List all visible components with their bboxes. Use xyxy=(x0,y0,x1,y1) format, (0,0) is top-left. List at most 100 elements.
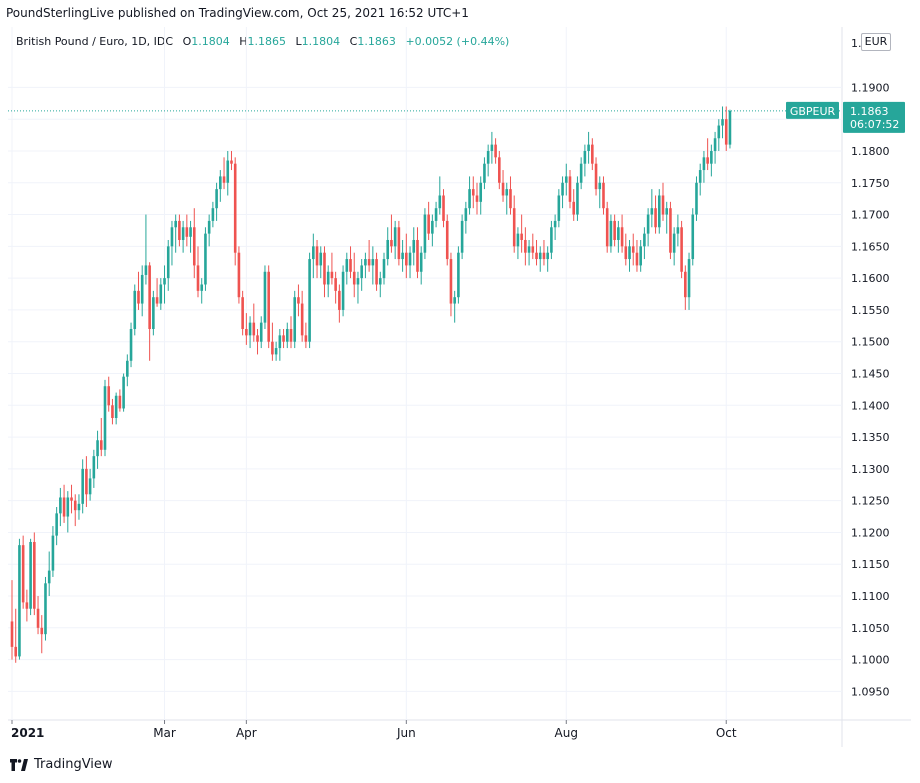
candle-body xyxy=(524,239,527,253)
y-tick-label: 1.1800 xyxy=(851,145,890,158)
candle-body xyxy=(330,271,334,279)
candle-body xyxy=(390,239,393,247)
candle-body xyxy=(338,290,341,310)
candle-body xyxy=(170,227,174,247)
candle-body xyxy=(319,252,323,266)
currency-unit-button[interactable]: EUR xyxy=(861,33,891,51)
candle-body xyxy=(579,163,583,183)
candle-body xyxy=(126,360,129,377)
candle-body xyxy=(140,274,144,304)
candle-body xyxy=(181,227,185,240)
candle-body xyxy=(334,278,337,291)
candle-body xyxy=(401,252,404,260)
candle-body xyxy=(382,259,386,279)
candle-body xyxy=(44,583,47,635)
candle-body xyxy=(77,503,81,511)
tradingview-footer[interactable]: TradingView xyxy=(10,757,113,772)
candle-body xyxy=(617,227,620,240)
bar-countdown: 06:07:52 xyxy=(850,118,899,131)
candle-body xyxy=(587,144,590,151)
candle-body xyxy=(576,182,579,215)
candle-body xyxy=(189,227,192,237)
high-value: 1.1865 xyxy=(247,35,287,48)
candle-body xyxy=(535,252,538,260)
candle-body xyxy=(215,189,218,209)
y-tick-label: 1.1000 xyxy=(851,654,890,667)
candle-body xyxy=(710,150,713,164)
candle-body xyxy=(252,322,256,336)
candle-body xyxy=(285,328,289,342)
candle-body xyxy=(724,119,728,145)
candle-body xyxy=(263,271,267,323)
candle-body xyxy=(300,303,304,336)
candle-body xyxy=(18,545,21,657)
candle-body xyxy=(657,195,661,228)
x-tick-label: 2021 xyxy=(11,726,44,740)
candle-body xyxy=(211,208,215,221)
candle-body xyxy=(88,478,92,495)
y-tick-label: 1.1650 xyxy=(851,240,890,253)
candle-body xyxy=(672,233,676,253)
candle-body xyxy=(99,440,103,450)
x-tick-label: Mar xyxy=(153,726,176,740)
candle-body xyxy=(453,297,456,304)
symbol-legend: British Pound / Euro, 1D, IDC O1.1804 H1… xyxy=(16,35,509,48)
price-axis: 1.0950 1.1000 1.1050 1.1100 1.1150 1.1200 1.12… xyxy=(851,37,890,698)
candle-body xyxy=(111,405,114,419)
candle-body xyxy=(676,227,680,234)
candle-body xyxy=(267,271,270,342)
candle-body xyxy=(568,176,572,202)
candle-body xyxy=(635,252,639,266)
candle-body xyxy=(631,246,635,253)
open-label: O xyxy=(182,35,192,48)
candle-body xyxy=(352,271,356,285)
candle-body xyxy=(297,297,300,304)
candlestick-chart[interactable]: 1.0950 1.1000 1.1050 1.1100 1.1150 1.1200 1.12… xyxy=(8,27,911,747)
candle-body xyxy=(591,144,594,164)
candle-body xyxy=(81,468,84,504)
candle-body xyxy=(501,182,505,196)
candle-body xyxy=(62,497,66,517)
candle-body xyxy=(33,541,36,609)
candle-body xyxy=(66,497,70,517)
candle-body xyxy=(416,239,419,272)
candle-body xyxy=(405,252,408,266)
candle-body xyxy=(345,259,349,272)
candle-body xyxy=(185,227,189,237)
candle-body xyxy=(471,189,475,196)
candle-body xyxy=(237,252,241,298)
candle-body xyxy=(483,163,486,183)
x-tick-label: Aug xyxy=(555,726,578,740)
candle-body xyxy=(505,189,509,196)
candle-body xyxy=(274,348,278,355)
candle-body xyxy=(527,246,531,253)
candle-body xyxy=(174,220,177,228)
candle-body xyxy=(178,220,181,240)
candle-body xyxy=(14,646,18,657)
open-value: 1.1804 xyxy=(191,35,230,48)
y-tick-label: 1.1050 xyxy=(851,622,890,635)
candle-body xyxy=(557,195,561,221)
candle-body xyxy=(561,182,564,196)
y-tick-label: 1.1900 xyxy=(851,81,890,94)
tradingview-logo-icon xyxy=(10,758,28,771)
candle-body xyxy=(490,144,494,151)
candle-body xyxy=(654,208,657,228)
candle-body xyxy=(207,220,211,234)
candle-body xyxy=(92,456,96,479)
candle-body xyxy=(572,201,576,215)
candle-body xyxy=(419,252,423,272)
candle-body xyxy=(598,182,602,190)
candle-body xyxy=(538,252,542,260)
candle-body xyxy=(293,297,297,342)
candle-body xyxy=(25,602,29,609)
ticker-tag xyxy=(786,101,839,119)
candle-body xyxy=(665,208,669,215)
candle-body xyxy=(271,341,274,355)
close-label: C xyxy=(349,35,358,48)
x-tick-label: Apr xyxy=(236,726,257,740)
candle-body xyxy=(47,570,51,584)
candle-body xyxy=(639,246,642,266)
candle-body xyxy=(546,252,549,260)
candle-body xyxy=(133,290,137,329)
